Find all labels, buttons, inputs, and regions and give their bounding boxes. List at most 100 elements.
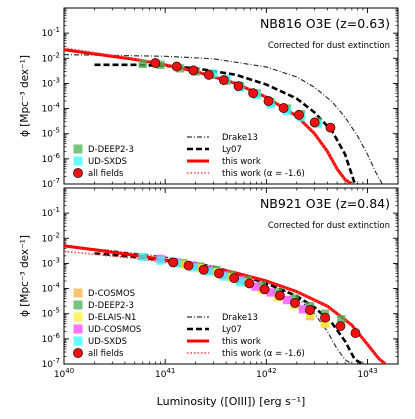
point-all-fields — [198, 264, 209, 275]
legend-label: this work — [222, 157, 261, 167]
legend-marker-d-elais-n1 — [73, 312, 83, 322]
legend-lines: Drake13 Ly07 this work this work (α = -1.6) — [187, 313, 305, 359]
legend-label: Drake13 — [222, 313, 258, 323]
panel-1: 10-7 10-6 10-5 10-4 10-3 10-2 10-1 NB816 O3E (z… — [19, 7, 399, 190]
legend-label: this work — [222, 337, 261, 347]
y-tick-label: 10-4 — [42, 282, 61, 295]
panel-subtitle: Corrected for dust extinction — [268, 41, 390, 51]
x-axis-label: Luminosity ([OIII]) [erg s⁻¹] — [157, 395, 306, 408]
point-all-fields — [320, 312, 330, 323]
legend-marker-ud-cosmos — [73, 324, 83, 334]
x-tick-label: 1042 — [256, 367, 276, 380]
legend-points: D-COSMOS D-DEEP2-3 D-ELAIS-N1 UD-COSMOS UD-S… — [73, 288, 141, 359]
legend-marker-all-fields — [73, 348, 83, 358]
legend-marker-d-deep2-3 — [73, 300, 83, 310]
x-tick-label: 1043 — [357, 367, 377, 380]
x-tick-label: 1040 — [54, 367, 74, 380]
legend-marker-d-deep2-3 — [73, 144, 83, 154]
curve-dashdot-gray — [64, 54, 383, 184]
legend-marker-ud-sxds — [73, 156, 83, 166]
point-all-fields — [259, 284, 270, 295]
y-tick-label: 10-1 — [42, 206, 60, 219]
y-tick-label: 10-7 — [42, 177, 60, 190]
legend-label: this work (α = -1.6) — [222, 169, 305, 179]
point-all-fields — [309, 117, 320, 128]
y-axis-label: ϕ [Mpc⁻³ dex⁻¹] — [19, 235, 31, 317]
y-tick-label: 10-2 — [42, 231, 60, 244]
legend-label: D-ELAIS-N1 — [88, 313, 136, 323]
point-ud-sxds — [219, 272, 229, 281]
legend-marker-ud-sxds — [73, 336, 83, 346]
curve-dotted-red — [64, 47, 353, 184]
legend-label: UD-COSMOS — [88, 325, 141, 335]
point-all-fields — [203, 69, 214, 80]
point-ud-cosmos — [298, 305, 308, 314]
point-ud-sxds — [138, 252, 147, 262]
point-ud-cosmos — [266, 288, 275, 297]
legend-label: UD-SXDS — [88, 337, 127, 347]
legend-label: all fields — [88, 349, 124, 359]
point-ud-sxds — [235, 277, 245, 287]
panel-2: 1040 1041 1042 1043 10-7 10-6 10-5 10-4 10-3 10-2… — [19, 187, 399, 380]
point-all-fields — [171, 61, 182, 72]
point-ud-sxds — [156, 256, 165, 265]
legend-label: Ly07 — [222, 325, 242, 335]
point-all-fields — [335, 321, 346, 332]
point-ud-sxds — [189, 263, 198, 272]
point-d-deep2-3 — [156, 60, 165, 70]
point-all-fields — [168, 257, 179, 268]
legend-lines: Drake13 Ly07 this work this work (α = -1.6) — [187, 133, 305, 179]
y-tick-label: 10-6 — [42, 332, 61, 345]
y-tick-label: 10-5 — [42, 127, 60, 140]
x-tick-label: 1041 — [155, 367, 175, 380]
point-d-elais-n1 — [178, 260, 188, 269]
point-d-deep2-3 — [138, 59, 147, 69]
panel-subtitle: Corrected for dust extinction — [268, 221, 390, 231]
y-tick-label: 10-3 — [42, 256, 60, 269]
y-tick-label: 10-5 — [42, 307, 60, 320]
point-all-fields — [274, 290, 285, 301]
legend-label: this work (α = -1.6) — [222, 349, 305, 359]
point-all-fields — [350, 328, 361, 338]
point-ud-cosmos — [251, 282, 260, 291]
y-tick-label: 10-1 — [42, 26, 60, 39]
plot-frame — [63, 7, 399, 185]
data-points — [138, 252, 361, 338]
y-tick-label: 10-4 — [42, 102, 61, 115]
point-all-fields — [290, 297, 300, 308]
legend-label: all fields — [88, 169, 124, 179]
panel-title: NB921 O3E (z=0.84) — [260, 196, 390, 211]
point-all-fields — [325, 122, 336, 133]
y-tick-label: 10-2 — [42, 51, 60, 64]
curve-dashed-black — [94, 63, 357, 184]
point-all-fields — [229, 273, 240, 284]
point-all-fields — [183, 260, 194, 271]
point-all-fields — [278, 103, 289, 113]
point-all-fields — [263, 96, 274, 106]
legend-label: D-DEEP2-3 — [88, 145, 134, 155]
point-all-fields — [150, 58, 161, 68]
legend-label: D-DEEP2-3 — [88, 301, 134, 311]
y-tick-label: 10-6 — [42, 152, 61, 165]
curve-dotted-red — [64, 250, 386, 364]
y-tick-label: 10-7 — [42, 357, 60, 370]
point-d-elais-n1 — [320, 319, 330, 328]
legend-label: Ly07 — [222, 145, 242, 155]
legend-points: D-DEEP2-3 UD-SXDS all fields — [73, 144, 134, 179]
legend-marker-d-cosmos — [73, 288, 83, 298]
point-all-fields — [233, 81, 244, 92]
point-all-fields — [244, 278, 255, 289]
data-points — [138, 58, 336, 133]
point-ud-cosmos — [282, 295, 292, 305]
legend-marker-all-fields — [73, 168, 83, 178]
point-ud-sxds — [204, 267, 214, 276]
legend-label: D-COSMOS — [88, 289, 135, 299]
point-all-fields — [218, 75, 229, 86]
point-all-fields — [248, 88, 259, 99]
point-all-fields — [305, 305, 315, 315]
panel-title: NB816 O3E (z=0.63) — [260, 16, 390, 31]
y-tick-label: 10-3 — [42, 76, 60, 89]
point-all-fields — [214, 268, 224, 279]
